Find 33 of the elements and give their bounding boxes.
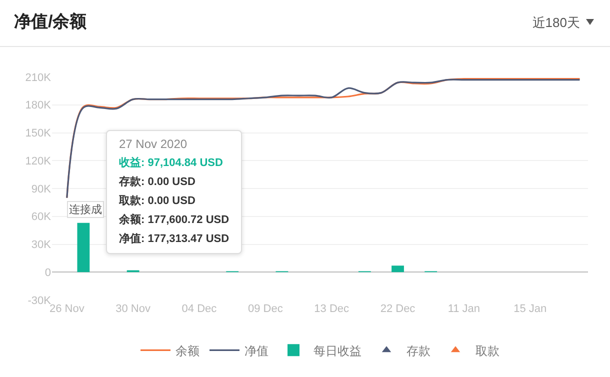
x-tick-label: 15 Jan [514,303,547,315]
annotation: 27 Nov 2020 [119,136,188,153]
legend-label: 取款 [476,344,500,358]
annotation: 收益: 97,104.84 USD [119,156,224,171]
y-tick-label: -30K [28,294,52,307]
y-tick-label: 150K [25,128,52,140]
annotation: 净值: 177,313.47 USD [119,232,230,247]
legend-label: 净值 [244,344,268,358]
y-tick-label: 0 [44,266,51,279]
annotation: 余额: 177,600.72 USD [119,212,230,228]
x-tick-label: 30 Nov [116,303,151,315]
bar [392,266,404,272]
annotation: 连接成 [69,203,102,216]
y-tick-label: 30K [31,239,52,252]
chart-title: 净值/余额 [14,11,87,33]
y-tick-label: 180K [25,100,52,112]
x-tick-label: 22 Dec [380,303,416,315]
legend-label: 存款 [406,344,430,358]
text: 近180天 [532,14,580,32]
y-tick-label: 120K [25,155,52,168]
y-tick-label: 90K [31,183,52,196]
legend-label: 每日收益 [314,344,362,358]
legend-label: 余额 [176,344,200,358]
y-tick-label: 60K [31,211,52,224]
x-tick-label: 11 Jan [448,303,480,315]
annotation: 存款: 0.00 USD [119,174,196,190]
x-tick-label: 13 Dec [314,303,350,315]
x-tick-label: 09 Dec [248,303,284,315]
y-tick-label: 210K [25,72,52,84]
annotation: 取款: 0.00 USD [119,194,196,209]
bar [77,222,90,272]
x-tick-label: 26 Nov [49,303,85,315]
x-tick-label: 04 Dec [182,303,218,315]
